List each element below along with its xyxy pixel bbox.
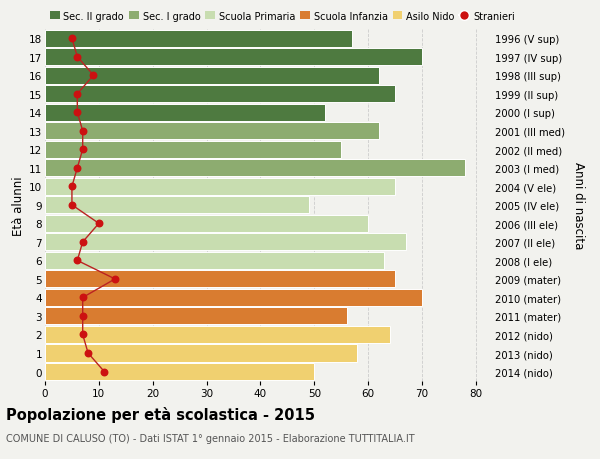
Bar: [45, 215, 368, 232]
Bar: [45, 363, 314, 380]
Point: [94, 220, 104, 228]
Bar: [45, 49, 422, 66]
Point: [78, 146, 88, 154]
Point: [110, 276, 120, 283]
Point: [73, 109, 82, 117]
Bar: [45, 141, 341, 158]
Point: [78, 313, 88, 320]
Point: [89, 73, 98, 80]
Point: [73, 165, 82, 172]
Point: [73, 257, 82, 264]
Bar: [45, 289, 422, 306]
Point: [67, 183, 77, 190]
Bar: [45, 252, 384, 269]
Point: [67, 202, 77, 209]
Bar: [45, 326, 389, 343]
Point: [78, 331, 88, 338]
Point: [67, 35, 77, 43]
Bar: [45, 179, 395, 196]
Bar: [45, 234, 406, 251]
Bar: [45, 345, 358, 362]
Text: Popolazione per età scolastica - 2015: Popolazione per età scolastica - 2015: [6, 406, 315, 422]
Bar: [45, 308, 347, 325]
Point: [78, 239, 88, 246]
Point: [78, 294, 88, 302]
Bar: [45, 105, 325, 122]
Point: [73, 54, 82, 61]
Text: COMUNE DI CALUSO (TO) - Dati ISTAT 1° gennaio 2015 - Elaborazione TUTTITALIA.IT: COMUNE DI CALUSO (TO) - Dati ISTAT 1° ge…: [6, 433, 415, 443]
Bar: [45, 67, 379, 84]
Y-axis label: Età alunni: Età alunni: [12, 176, 25, 235]
Y-axis label: Anni di nascita: Anni di nascita: [572, 162, 585, 249]
Bar: [45, 86, 395, 103]
Bar: [45, 271, 395, 288]
Bar: [45, 123, 379, 140]
Point: [73, 91, 82, 98]
Point: [78, 128, 88, 135]
Point: [100, 368, 109, 375]
Bar: [45, 31, 352, 48]
Bar: [45, 160, 465, 177]
Legend: Sec. II grado, Sec. I grado, Scuola Primaria, Scuola Infanzia, Asilo Nido, Stran: Sec. II grado, Sec. I grado, Scuola Prim…: [50, 11, 515, 22]
Point: [83, 350, 93, 357]
Bar: [45, 197, 309, 214]
